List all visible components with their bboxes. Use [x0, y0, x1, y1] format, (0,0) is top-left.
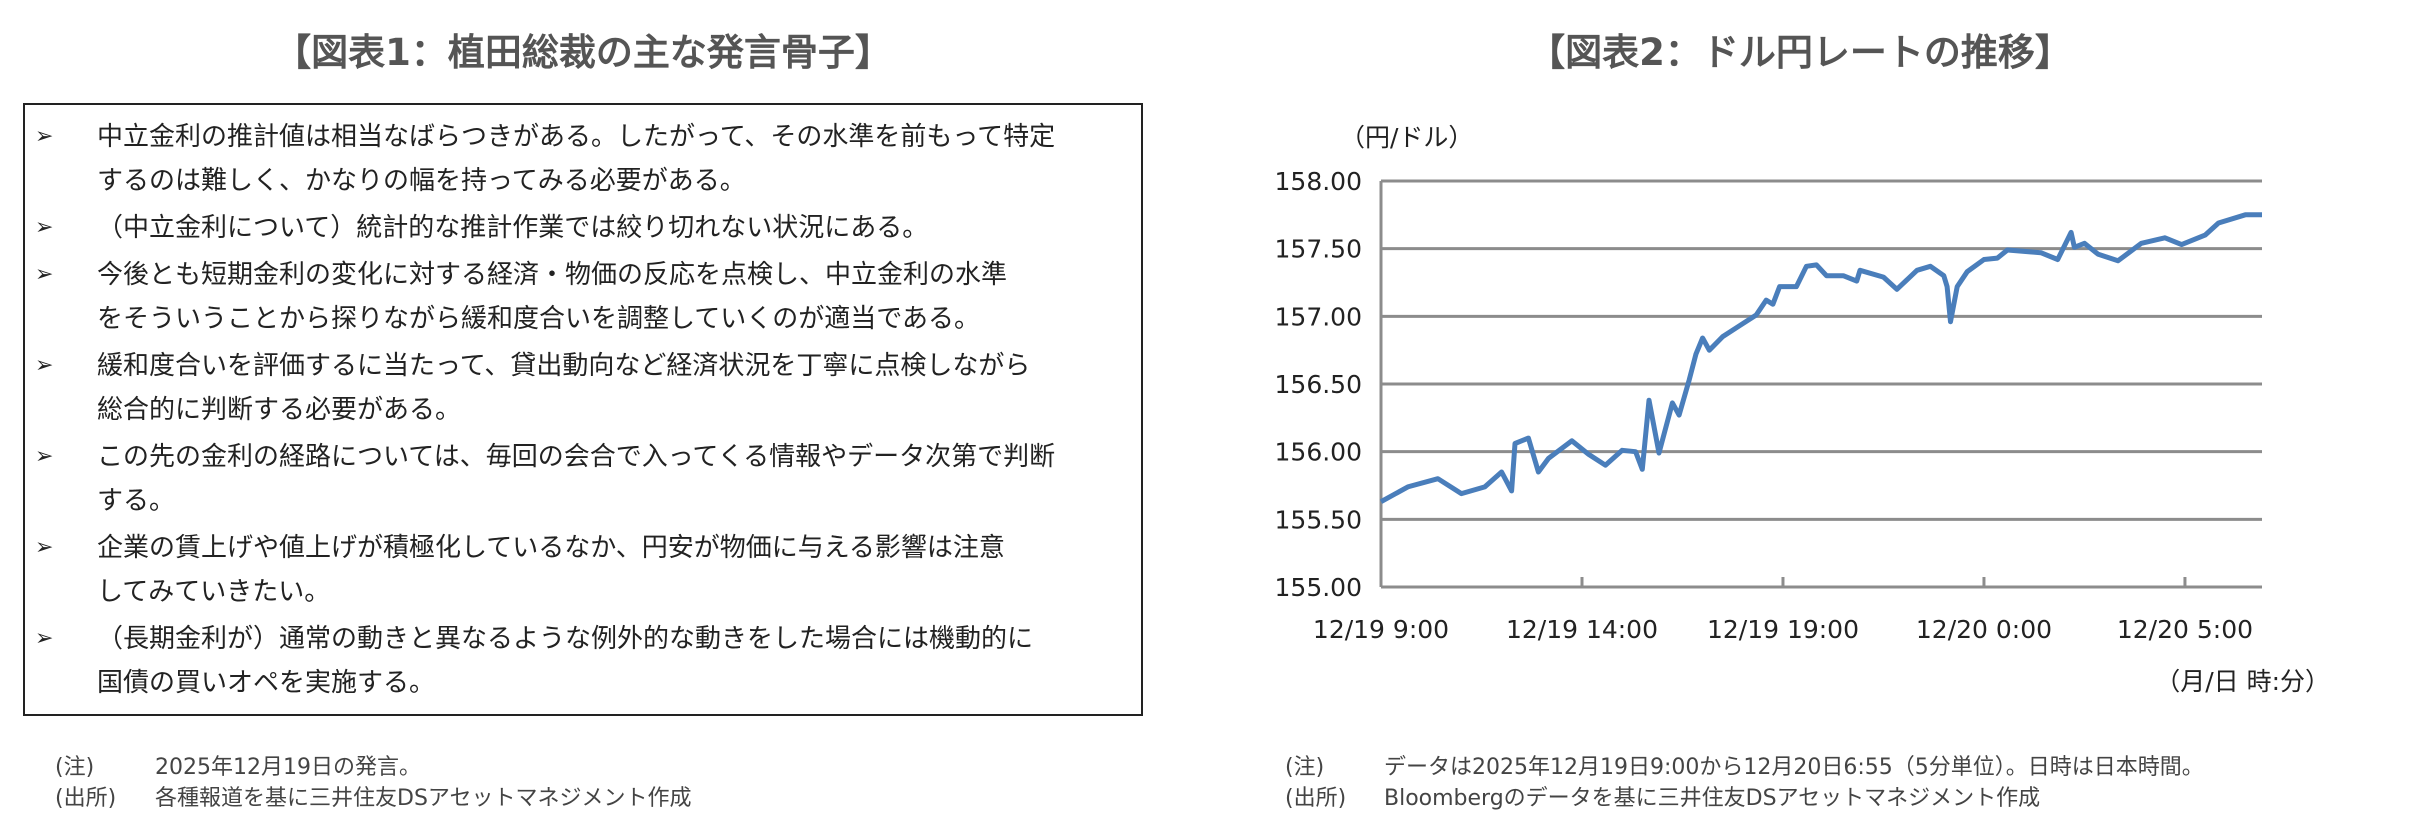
y-tick-label: 157.50: [1275, 235, 1362, 264]
x-tick-label: 12/20 5:00: [2117, 615, 2253, 644]
note-text: 2025年12月19日の発言。: [155, 755, 421, 780]
right-panel-title: 【図表2：ドル円レートの推移】: [1528, 31, 2072, 74]
left-panel-title: 【図表1：植田総裁の主な発言骨子】: [274, 31, 892, 74]
remarks-box: ➢ 中立金利の推計値は相当なばらつきがある。したがって、その水準を前もって特定 す…: [23, 103, 1143, 716]
y-tick-label: 156.00: [1275, 438, 1362, 467]
y-axis-label: （円/ドル）: [1340, 123, 1473, 152]
arrow-bullet-icon: ➢: [35, 535, 54, 560]
source-text: 各種報道を基に三井住友DSアセットマネジメント作成: [155, 786, 692, 811]
note-label: (注): [55, 755, 95, 780]
arrow-bullet-icon: ➢: [35, 353, 54, 378]
remark-text: （長期金利が）通常の動きと異なるような例外的な動きをした場合には機動的に 国債の…: [97, 624, 1034, 698]
left-notes: (注) 2025年12月19日の発言。 (出所) 各種報道を基に三井住友DSアセット…: [55, 752, 691, 814]
note-label: (注): [1285, 755, 1325, 780]
remark-item: ➢ 今後とも短期金利の変化に対する経済・物価の反応を点検し、中立金利の水準 をそう…: [25, 253, 1141, 341]
source-label: (出所): [55, 786, 117, 811]
x-tick-label: 12/20 0:00: [1916, 615, 2052, 644]
remark-item: ➢ 中立金利の推計値は相当なばらつきがある。したがって、その水準を前もって特定 す…: [25, 115, 1141, 203]
remark-text: 今後とも短期金利の変化に対する経済・物価の反応を点検し、中立金利の水準 をそうい…: [97, 260, 1008, 334]
remark-item: ➢ （長期金利が）通常の動きと異なるような例外的な動きをした場合には機動的に 国債…: [25, 617, 1141, 705]
x-tick-label: 12/19 19:00: [1707, 615, 1859, 644]
remark-text: 中立金利の推計値は相当なばらつきがある。したがって、その水準を前もって特定 する…: [97, 122, 1056, 196]
x-axis-label: （月/日 時:分）: [2155, 667, 2330, 696]
y-tick-label: 158.00: [1275, 167, 1362, 196]
remark-item: ➢ この先の金利の経路については、毎回の会合で入ってくる情報やデータ次第で判断 す…: [25, 435, 1141, 523]
right-notes: (注) データは2025年12月19日9:00から12月20日6:55（5分単位）…: [1285, 752, 2204, 814]
arrow-bullet-icon: ➢: [35, 215, 54, 240]
arrow-bullet-icon: ➢: [35, 124, 54, 149]
usdjpy-series-line: [1379, 212, 2262, 504]
x-tick-label: 12/19 14:00: [1506, 615, 1658, 644]
remark-item: ➢ 緩和度合いを評価するに当たって、貸出動向など経済状況を丁寧に点検しながら 総合…: [25, 344, 1141, 432]
x-tick-label: 12/19 9:00: [1313, 615, 1449, 644]
remark-item: ➢ 企業の賃上げや値上げが積極化しているなか、円安が物価に与える影響は注意 してみ…: [25, 526, 1141, 614]
remark-text: 企業の賃上げや値上げが積極化しているなか、円安が物価に与える影響は注意 してみて…: [97, 533, 1005, 607]
arrow-bullet-icon: ➢: [35, 626, 54, 651]
remark-text: （中立金利について）統計的な推計作業では絞り切れない状況にある。: [97, 213, 929, 243]
arrow-bullet-icon: ➢: [35, 262, 54, 287]
arrow-bullet-icon: ➢: [35, 444, 54, 469]
y-tick-label: 155.00: [1275, 573, 1362, 602]
remark-text: この先の金利の経路については、毎回の会合で入ってくる情報やデータ次第で判断 する…: [97, 442, 1056, 516]
y-tick-label: 157.00: [1275, 302, 1362, 331]
note-text: データは2025年12月19日9:00から12月20日6:55（5分単位）。日時…: [1384, 755, 2204, 780]
remark-text: 緩和度合いを評価するに当たって、貸出動向など経済状況を丁寧に点検しながら 総合的…: [97, 351, 1031, 425]
source-label: (出所): [1285, 786, 1347, 811]
remark-item: ➢ （中立金利について）統計的な推計作業では絞り切れない状況にある。: [25, 206, 1141, 250]
y-tick-label: 156.50: [1275, 370, 1362, 399]
y-tick-label: 155.50: [1275, 505, 1362, 534]
source-text: Bloombergのデータを基に三井住友DSアセットマネジメント作成: [1384, 786, 2041, 811]
